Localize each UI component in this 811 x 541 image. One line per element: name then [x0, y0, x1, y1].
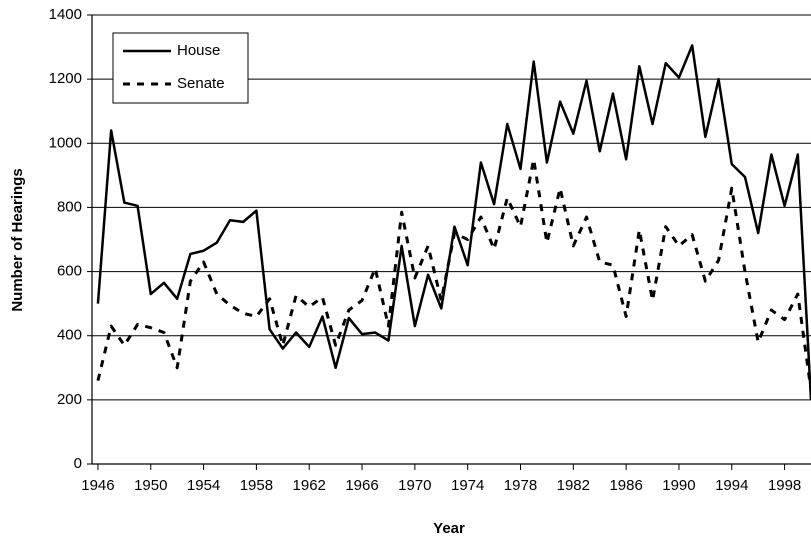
x-tick-label: 1998 — [768, 477, 801, 494]
y-tick-label: 800 — [57, 198, 82, 215]
x-tick-label: 1986 — [609, 477, 642, 494]
x-tick-label: 1974 — [451, 477, 484, 494]
legend-box — [112, 32, 249, 104]
x-tick-label: 1994 — [715, 477, 748, 494]
x-tick-label: 1950 — [134, 477, 167, 494]
x-tick-label: 1978 — [504, 477, 537, 494]
x-tick-label: 1970 — [398, 477, 431, 494]
y-tick-label: 400 — [57, 327, 82, 344]
legend-label: House — [177, 42, 220, 59]
x-tick-label: 1966 — [345, 477, 378, 494]
x-tick-label: 1946 — [81, 477, 114, 494]
y-tick-label: 600 — [57, 263, 82, 280]
y-tick-label: 1000 — [49, 134, 82, 151]
x-tick-label: 1990 — [662, 477, 695, 494]
y-tick-label: 200 — [57, 391, 82, 408]
x-tick-label: 1962 — [293, 477, 326, 494]
y-axis-title: Number of Hearings — [9, 168, 26, 311]
y-tick-label: 0 — [74, 455, 82, 472]
x-axis-title: Year — [433, 520, 465, 537]
line-house — [96, 44, 811, 400]
y-tick-label: 1400 — [49, 6, 82, 23]
y-tick-label: 1200 — [49, 70, 82, 87]
x-tick-label: 1958 — [240, 477, 273, 494]
legend-label: Senate — [177, 75, 225, 92]
x-tick-label: 1982 — [557, 477, 590, 494]
line-senate — [96, 157, 811, 391]
x-tick-label: 1954 — [187, 477, 220, 494]
